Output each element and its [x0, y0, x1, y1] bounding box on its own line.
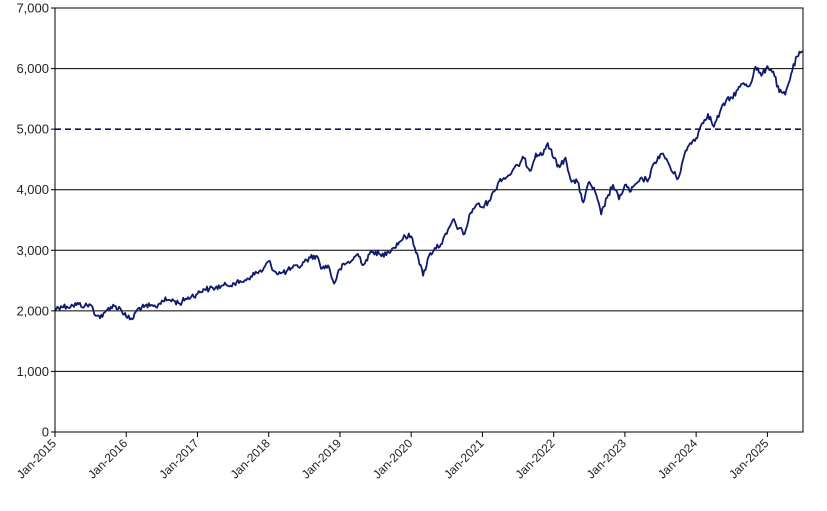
x-tick-label: Jan-2023 — [584, 436, 630, 482]
y-tick-label: 3,000 — [16, 243, 49, 258]
x-tick-label: Jan-2016 — [85, 436, 131, 482]
x-axis: Jan-2015 Jan-2016 Jan-2017 Jan-2018 Jan-2019… — [14, 432, 772, 482]
y-tick-label: 0 — [42, 425, 49, 440]
x-tick-label: Jan-2015 — [14, 436, 60, 482]
plot-area-border — [54, 7, 804, 433]
y-tick-label: 7,000 — [16, 1, 49, 16]
x-tick-label: Jan-2025 — [726, 436, 772, 482]
y-tick-label: 4,000 — [16, 182, 49, 197]
y-tick-label: 5,000 — [16, 122, 49, 137]
x-tick-label: Jan-2019 — [299, 436, 345, 482]
series-group — [54, 50, 803, 321]
x-tick-label: Jan-2018 — [228, 436, 274, 482]
x-tick-label: Jan-2024 — [655, 436, 701, 482]
x-tick-label: Jan-2021 — [441, 436, 487, 482]
x-tick-label: Jan-2020 — [370, 436, 416, 482]
y-tick-label: 6,000 — [16, 61, 49, 76]
x-tick-label: Jan-2022 — [513, 436, 559, 482]
y-axis: 0 1,000 2,000 3,000 4,000 5,000 6,000 7,000 — [16, 1, 55, 440]
gridlines — [55, 68, 803, 372]
y-tick-label: 2,000 — [16, 303, 49, 318]
x-tick-label: Jan-2017 — [156, 436, 202, 482]
y-tick-label: 1,000 — [16, 364, 49, 379]
series-line — [54, 50, 803, 321]
